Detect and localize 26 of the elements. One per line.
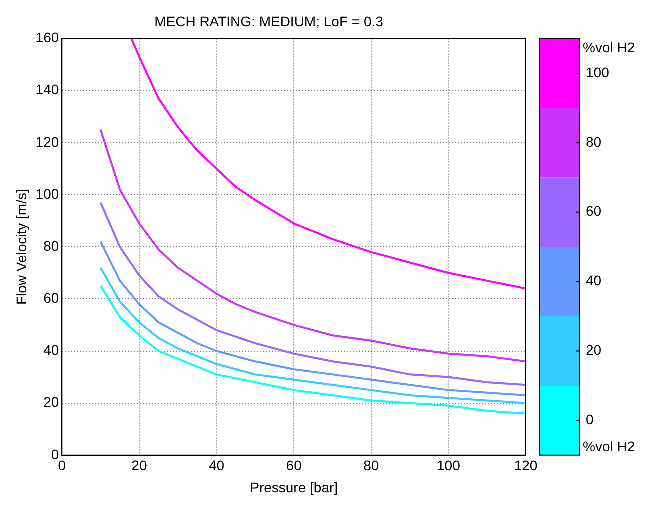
y-tick-label: 140 xyxy=(36,82,60,98)
color-bar-label: 20 xyxy=(586,342,602,358)
y-tick-label: 120 xyxy=(36,134,60,150)
color-bar-label: 0 xyxy=(586,412,594,428)
text: %vol H2 xyxy=(583,438,636,454)
x-tick-label: 40 xyxy=(208,458,225,474)
x-tick-label: 100 xyxy=(437,458,461,474)
x-tick-label: 120 xyxy=(514,458,538,474)
color-bar-label: 100 xyxy=(586,64,610,80)
color-bar-title: %vol H2 xyxy=(583,40,636,56)
x-tick-label: 80 xyxy=(364,458,380,474)
x-tick-label: 20 xyxy=(132,458,148,474)
y-tick-label: 0 xyxy=(51,446,60,462)
y-tick-label: 100 xyxy=(36,186,60,202)
y-tick-label: 160 xyxy=(36,30,60,46)
color-bar-label: 80 xyxy=(586,134,602,150)
color-bar-label: 60 xyxy=(586,203,602,220)
color-bar-label: 40 xyxy=(586,272,602,289)
y-tick-label: 40 xyxy=(44,342,60,358)
x-axis-title: Pressure [bar] xyxy=(250,479,338,496)
chart-title: MECH RATING: MEDIUM; LoF = 0.3 xyxy=(154,13,384,30)
y-tick-label: 20 xyxy=(44,394,60,410)
y-tick-label: 80 xyxy=(44,238,60,254)
y-tick-label: 60 xyxy=(44,290,60,306)
y-axis-title: Flow Velocity [m/s] xyxy=(13,189,30,306)
x-tick-label: 60 xyxy=(286,458,302,474)
